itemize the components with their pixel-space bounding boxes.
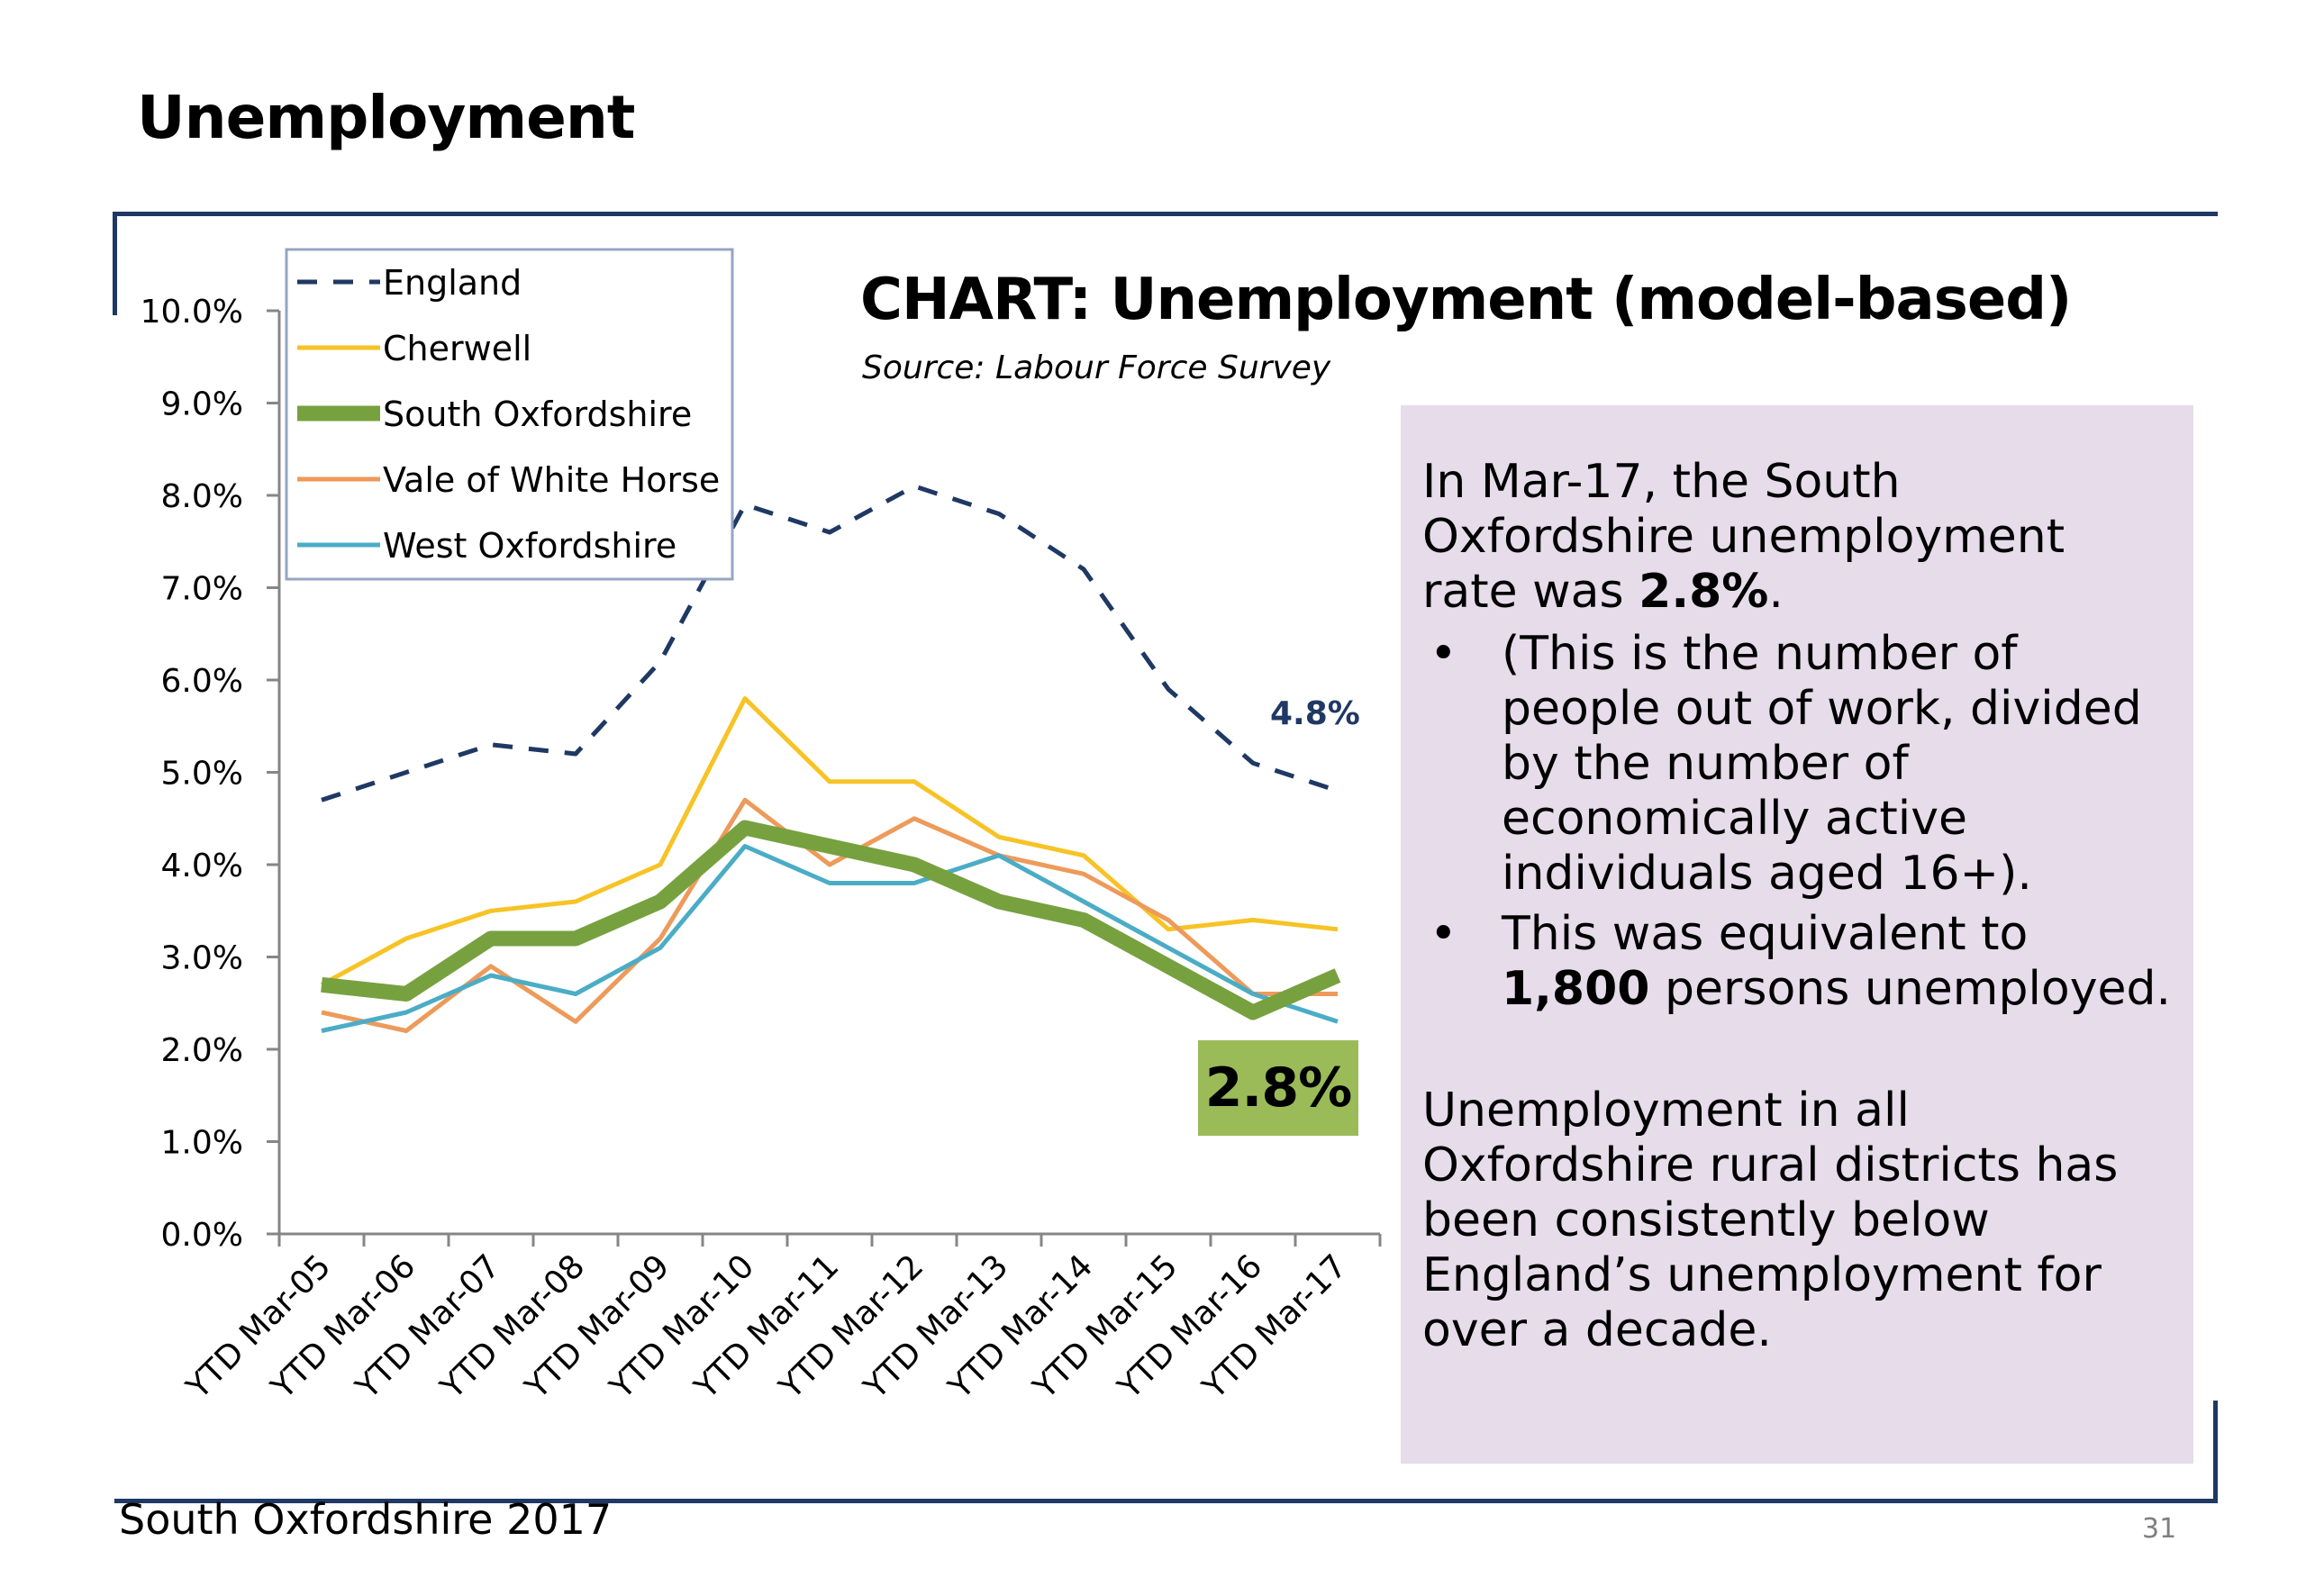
y-tick-label: 9.0%: [161, 386, 243, 423]
info-bullet-1-text: (This is the number of people out of wor…: [1502, 627, 2142, 901]
legend-label-vale-of-white-horse: Vale of White Horse: [383, 460, 720, 500]
x-tick-label: YTD Mar-05: [179, 1247, 338, 1406]
info-bullets: • (This is the number of people out of wo…: [1422, 627, 2172, 1017]
page-number: 31: [2142, 1513, 2177, 1545]
info-p1-value: 2.8%: [1639, 565, 1769, 619]
y-tick-label: 8.0%: [161, 478, 243, 515]
south-oxfordshire-last-value-callout: 2.8%: [1198, 1040, 1358, 1136]
bullet-symbol: •: [1430, 627, 1457, 681]
info-p1-text: In Mar-17, the South Oxfordshire unemplo…: [1422, 455, 2065, 619]
top-left-tick: [113, 212, 117, 315]
chart-title: CHART: Unemployment (model-based): [860, 267, 2072, 333]
y-axis: 0.0% 1.0% 2.0% 3.0% 4.0% 5.0% 6.0% 7.0% 8.0% 9.0%…: [141, 294, 281, 1254]
bottom-right-tick: [2213, 1401, 2218, 1503]
series-line-england: [321, 484, 1339, 803]
y-tick-label: 3.0%: [161, 940, 243, 977]
info-bullet-2-suffix: persons unemployed.: [1649, 962, 2172, 1016]
y-tick-label: 1.0%: [161, 1125, 243, 1162]
footer-text: South Oxfordshire 2017: [119, 1495, 613, 1544]
legend-label-cherwell: Cherwell: [383, 329, 531, 368]
legend-label-west-oxfordshire: West Oxfordshire: [383, 526, 676, 566]
legend: England Cherwell South Oxfordshire Vale of …: [285, 248, 734, 581]
legend-label-south-oxfordshire: South Oxfordshire: [383, 394, 692, 434]
y-tick-label: 5.0%: [161, 756, 243, 793]
bullet-symbol: •: [1430, 907, 1457, 961]
england-last-value-label: 4.8%: [1270, 695, 1360, 732]
y-tick-label: 2.0%: [161, 1032, 243, 1069]
top-rule: [114, 212, 2218, 216]
info-bullet-2-value: 1,800: [1502, 962, 1650, 1016]
info-paragraph-2: Unemployment in all Oxfordshire rural di…: [1422, 1084, 2119, 1357]
info-bullet-1: • (This is the number of people out of wo…: [1422, 627, 2172, 902]
info-panel: In Mar-17, the South Oxfordshire unemplo…: [1401, 405, 2193, 1464]
series-line-west-oxfordshire: [321, 844, 1339, 1033]
bottom-rule: [114, 1499, 2218, 1503]
series-lines: [320, 484, 1341, 1033]
slide-title: Unemployment: [137, 83, 635, 152]
info-bullet-2: • This was equivalent to 1,800 persons un…: [1422, 907, 2172, 1017]
y-tick-label: 7.0%: [161, 571, 243, 608]
series-line-cherwell: [320, 696, 1339, 987]
y-tick-label: 4.0%: [161, 848, 243, 884]
info-paragraph-1: In Mar-17, the South Oxfordshire unemplo…: [1422, 455, 2172, 620]
y-tick-label: 10.0%: [141, 294, 243, 331]
y-tick-label: 0.0%: [161, 1217, 243, 1254]
chart-source: Source: Labour Force Survey: [862, 349, 1331, 386]
info-bullet-2-text: This was equivalent to: [1502, 907, 2029, 961]
series-line-south-oxfordshire: [321, 820, 1341, 1020]
info-p1-suffix: .: [1768, 565, 1784, 619]
y-tick-label: 6.0%: [161, 663, 243, 700]
legend-label-england: England: [383, 263, 522, 303]
series-line-vale-of-white-horse: [321, 797, 1338, 1033]
